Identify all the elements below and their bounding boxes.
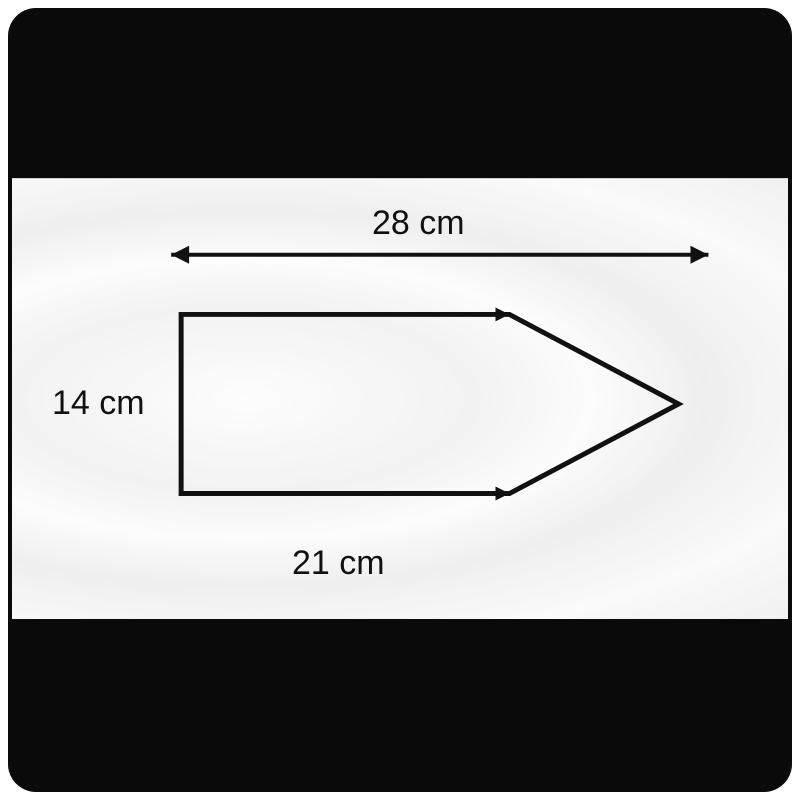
photo-frame: 28 cm 14 cm 21 cm (8, 8, 792, 792)
arrow-left-icon (171, 246, 189, 264)
tip-arrow-top-icon (496, 307, 510, 321)
label-left-14cm: 14 cm (52, 384, 145, 423)
label-top-28cm: 28 cm (372, 204, 465, 243)
arrow-right-icon (691, 246, 709, 264)
label-bottom-21cm: 21 cm (292, 544, 385, 583)
paper-region: 28 cm 14 cm 21 cm (12, 178, 788, 619)
tip-arrow-bottom-icon (496, 487, 510, 501)
pentagon-shape (181, 314, 678, 493)
dimension-line-top (171, 246, 708, 264)
